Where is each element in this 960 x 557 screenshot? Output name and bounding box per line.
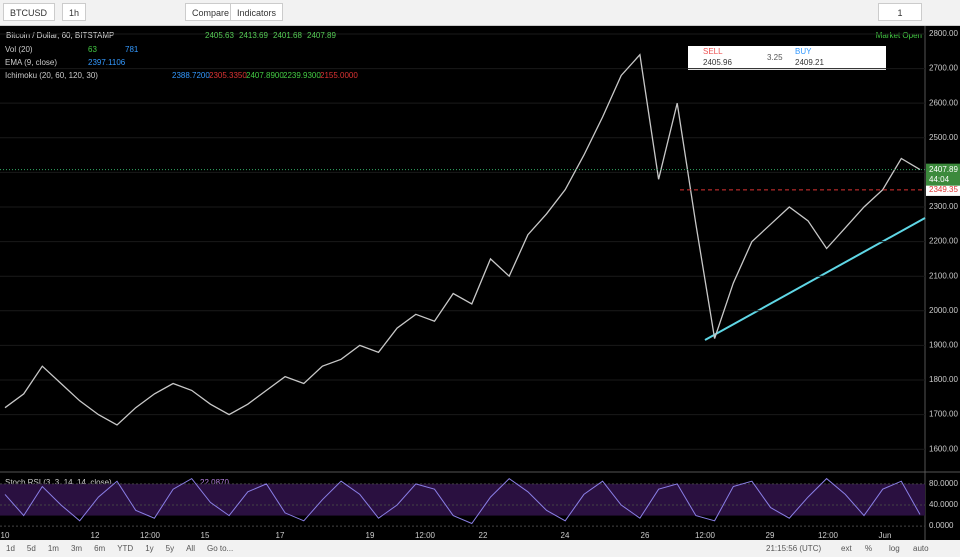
indicator-name: Vol (20)	[5, 45, 33, 54]
y-tick-label: 2200.00	[929, 237, 958, 246]
scale-option[interactable]: log	[889, 544, 900, 553]
alert-label: 2349.35	[929, 185, 958, 194]
rsi-band	[0, 483, 925, 516]
symbol-title: Bitcoin / Dollar, 60, BITSTAMP	[6, 31, 114, 40]
x-tick-label: 26	[641, 531, 650, 540]
interval[interactable]: 1h	[62, 3, 86, 21]
y-tick-label: 2700.00	[929, 64, 958, 73]
y-tick-label: 1700.00	[929, 410, 958, 419]
ohlc-value: 2407.89	[307, 31, 336, 40]
indicator-value: 2407.8900	[246, 71, 284, 80]
indicator-name: EMA (9, close)	[5, 58, 57, 67]
rsi-line	[4, 477, 921, 525]
y-tick-label: 1600.00	[929, 444, 958, 453]
symbol-input[interactable]: BTCUSD	[3, 3, 55, 21]
y-tick-label: 2000.00	[929, 306, 958, 315]
chart: SELL 2405.96 3.25 BUY 2409.21 Market Ope…	[0, 26, 960, 540]
toolbar: BTCUSD 1h Compare Indicators 1	[0, 0, 960, 26]
x-tick-label: 24	[561, 531, 570, 540]
rsi-tick-label: 40.0000	[929, 500, 958, 509]
x-tick-label: 12	[91, 531, 100, 540]
range-button[interactable]: Go to...	[206, 544, 234, 553]
range-button[interactable]: 1d	[6, 544, 15, 553]
indicator-value: 2397.1106	[88, 58, 126, 67]
y-tick-label: 2500.00	[929, 133, 958, 142]
indicators-button[interactable]: Indicators	[230, 3, 284, 21]
last-price-label: 2407.89	[929, 165, 958, 174]
scale-option[interactable]: %	[865, 544, 873, 553]
rsi-tick-label: 0.0000	[929, 521, 954, 530]
indicator-value: 2388.7200	[172, 71, 210, 80]
layout-count[interactable]: 1	[878, 3, 922, 21]
ohlc-value: 2413.69	[239, 31, 268, 40]
x-tick-label: 10	[1, 531, 10, 540]
trade-panel	[688, 46, 886, 70]
y-tick-label: 2100.00	[929, 271, 958, 280]
buy-label: BUY	[795, 47, 812, 56]
ohlc-value: 2401.68	[273, 31, 302, 40]
y-tick-label: 1900.00	[929, 341, 958, 350]
last-price-badge	[926, 163, 960, 186]
range-button[interactable]: 1y	[145, 544, 154, 553]
price-line	[4, 53, 921, 426]
x-tick-label: 12:00	[415, 531, 436, 540]
x-tick-label: 19	[366, 531, 375, 540]
scale-option[interactable]: ext	[841, 544, 852, 553]
clock: 21:15:56 (UTC)	[766, 544, 822, 553]
trend-line	[704, 217, 926, 341]
indicator-value: 781	[125, 45, 139, 54]
rsi-value: 22.0870	[200, 478, 229, 487]
indicator-value: 63	[88, 45, 97, 54]
range-button[interactable]: 3m	[70, 544, 83, 553]
indicator-value: 2305.3350	[209, 71, 247, 80]
range-button[interactable]: 5y	[165, 544, 175, 553]
y-tick-label: 2300.00	[929, 202, 958, 211]
indicator-value: 2155.0000	[320, 71, 358, 80]
sell-price: 2405.96	[703, 58, 732, 67]
buy-price: 2409.21	[795, 58, 824, 67]
y-tick-label: 2600.00	[929, 98, 958, 107]
sell-label: SELL	[703, 47, 723, 56]
x-tick-label: 22	[479, 531, 488, 540]
x-tick-label: 29	[766, 531, 775, 540]
indicator-value: 2239.9300	[283, 71, 321, 80]
range-button[interactable]: YTD	[117, 544, 134, 553]
y-tick-label: 2800.00	[929, 29, 958, 38]
x-tick-label: 15	[201, 531, 210, 540]
x-tick-label: 17	[276, 531, 285, 540]
bottom-bar: 1d 5d 1m 3m 6m YTD 1y 5y All Go to... 21:15:56 (UT…	[0, 540, 960, 557]
range-button[interactable]: 1m	[47, 544, 59, 553]
x-tick-label: Jun	[879, 531, 892, 540]
scale-option[interactable]: auto	[913, 544, 929, 553]
x-tick-label: 12:00	[818, 531, 839, 540]
y-tick-label: 1800.00	[929, 375, 958, 384]
rsi-label: Stoch RSI (3, 3, 14, 14, close)	[5, 478, 112, 487]
x-tick-label: 12:00	[695, 531, 716, 540]
spread: 3.25	[767, 53, 783, 62]
countdown: 44:04	[929, 175, 950, 184]
indicator-name: Ichimoku (20, 60, 120, 30)	[5, 71, 98, 80]
x-tick-label: 12:00	[140, 531, 161, 540]
ohlc-value: 2405.63	[205, 31, 234, 40]
range-button[interactable]: 6m	[94, 544, 106, 553]
alert-badge	[926, 183, 960, 196]
plot-bg	[0, 26, 925, 540]
range-button[interactable]: 5d	[26, 544, 36, 553]
rsi-tick-label: 80.0000	[929, 479, 958, 488]
compare-button[interactable]: Compare	[185, 3, 237, 21]
range-button[interactable]: All	[186, 544, 195, 553]
market-status: Market Open	[876, 31, 922, 40]
